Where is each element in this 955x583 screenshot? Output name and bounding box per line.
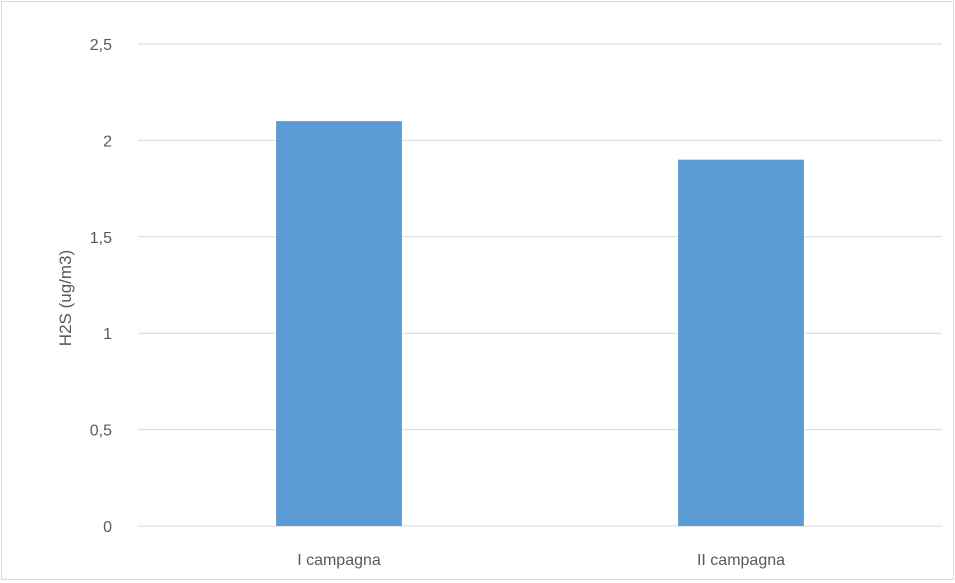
y-tick-label: 2 (103, 133, 112, 150)
y-tick-label: 0 (103, 519, 112, 536)
y-tick-label: 1,5 (90, 230, 112, 247)
y-axis-ticks: 0 0,5 1 1,5 2 2,5 (90, 37, 112, 536)
x-axis-ticks: I campagna II campagna (297, 552, 785, 569)
y-tick-label: 1 (103, 326, 112, 343)
gridlines (138, 43, 942, 527)
bar (276, 121, 402, 527)
x-tick-label: II campagna (697, 552, 785, 569)
y-tick-label: 0,5 (90, 423, 112, 440)
bars (276, 121, 804, 527)
y-tick-label: 2,5 (90, 37, 112, 54)
y-axis-title: H2S (ug/m3) (56, 250, 75, 346)
x-tick-label: I campagna (297, 552, 381, 569)
bar (678, 159, 804, 526)
